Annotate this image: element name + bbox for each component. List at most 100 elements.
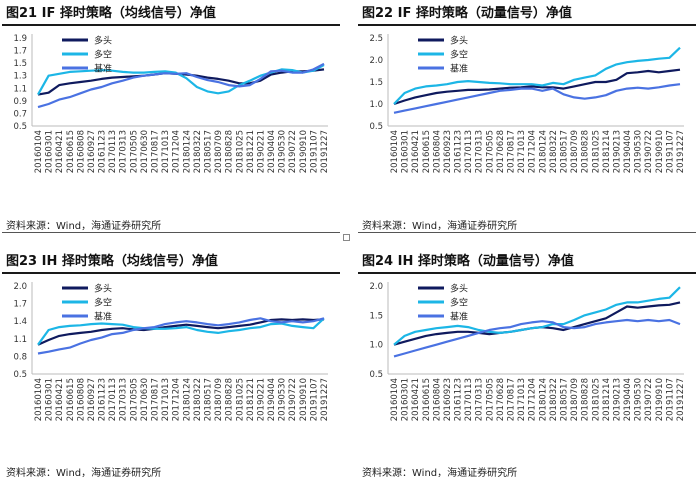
x-tick-label: 20171013	[161, 378, 171, 421]
x-tick-label: 20170113	[108, 130, 118, 173]
chart-panel-if-momentum: 图22 IF 择时策略（动量信号）净值 0.5 1.0 1.5 2.0 2.5 20160…	[358, 2, 696, 234]
x-tick-label: 20170505	[129, 130, 139, 173]
x-tick-label: 20190910	[655, 130, 665, 173]
x-tick-label: 20180517	[559, 378, 569, 421]
x-tick-label: 20170505	[485, 130, 495, 173]
x-tick-label: 20190221	[256, 130, 266, 173]
x-tick-label: 20180709	[214, 378, 224, 421]
chart-panel-ih-momentum: 图24 IH 择时策略（动量信号）净值 0.5 1.0 1.5 2.0 20160104…	[358, 250, 696, 482]
x-tick-label: 20160301	[401, 378, 411, 421]
x-tick-label: 20170313	[475, 378, 485, 421]
x-tick-label: 20170817	[507, 378, 517, 421]
x-tick-label: 20160923	[443, 130, 453, 173]
x-tick-label: 20191227	[676, 130, 686, 173]
x-tick-label: 20191107	[665, 378, 675, 421]
chart-panel-if-ma: 图21 IF 择时策略（均线信号）净值 0.5 0.7 0.9 1.1 1.3 1.5 1.…	[2, 2, 340, 234]
x-tick-label: 20180124	[182, 130, 192, 173]
legend-label-longshort: 多空	[450, 49, 468, 61]
x-tick-label: 20170313	[475, 130, 485, 173]
x-tick-label: 20170313	[119, 378, 129, 421]
x-tick-label: 20190530	[278, 378, 288, 421]
x-tick-label: 20190910	[299, 130, 309, 173]
chart-panel-ih-ma: 图23 IH 择时策略（均线信号）净值 0.5 0.8 1.1 1.4 1.7 2.0 20…	[2, 250, 340, 482]
legend-label-benchmark: 基准	[94, 311, 112, 323]
series-line-long	[37, 318, 325, 346]
x-tick-label: 20170817	[151, 378, 161, 421]
x-tick-label: 20170113	[464, 130, 474, 173]
x-tick-label: 20180517	[203, 378, 213, 421]
x-tick-label: 20190404	[623, 378, 633, 421]
x-tick-label: 20180828	[225, 130, 235, 173]
series-line-longshort	[393, 46, 681, 105]
series-line-longshort	[393, 286, 681, 346]
y-tick-label: 0.5	[13, 370, 27, 380]
x-tick-label: 20180517	[203, 130, 213, 173]
series-line-benchmark	[393, 83, 681, 114]
series-line-benchmark	[37, 317, 325, 355]
y-tick-label: 1.5	[369, 78, 383, 88]
y-tick-label: 0.5	[369, 122, 383, 132]
x-tick-label: 20160301	[45, 130, 55, 173]
chart-title: 图21 IF 择时策略（均线信号）净值	[2, 2, 340, 26]
series-line-benchmark	[37, 62, 325, 109]
legend-label-longshort: 多空	[94, 297, 112, 309]
x-tick-label: 20160927	[87, 378, 97, 421]
x-tick-label: 20190910	[655, 378, 665, 421]
x-tick-label: 20180124	[182, 378, 192, 421]
x-tick-label: 20160615	[66, 378, 76, 421]
x-tick-label: 20190722	[644, 130, 654, 173]
page-marker-square	[343, 234, 350, 241]
x-tick-label: 20181025	[235, 378, 245, 421]
line-chart: 0.5 0.7 0.9 1.1 1.3 1.5 1.7 1.9 20160104 20160301…	[13, 34, 330, 173]
x-tick-label: 20160804	[432, 130, 442, 173]
x-tick-label: 20191227	[676, 378, 686, 421]
x-tick-label: 20160301	[45, 378, 55, 421]
x-tick-label: 20160301	[401, 130, 411, 173]
x-tick-label: 20160927	[87, 130, 97, 173]
x-tick-label: 20170817	[507, 130, 517, 173]
x-tick-label: 20171204	[172, 130, 182, 173]
x-tick-label: 20190910	[299, 378, 309, 421]
x-tick-label: 20180517	[559, 130, 569, 173]
x-tick-label: 20171204	[172, 378, 182, 421]
x-tick-label: 20181214	[602, 378, 612, 421]
legend-label-long: 多头	[450, 35, 468, 47]
y-tick-label: 2.0	[13, 282, 27, 292]
x-tick-label: 20160615	[422, 130, 432, 173]
x-tick-label: 20180709	[214, 130, 224, 173]
x-tick-label: 20171013	[161, 130, 171, 173]
x-tick-label: 20171013	[517, 378, 527, 421]
x-tick-label: 20180828	[581, 130, 591, 173]
x-tick-label: 20161123	[98, 378, 108, 421]
y-tick-label: 1.1	[13, 335, 27, 345]
y-tick-label: 1.7	[13, 47, 27, 57]
x-tick-label: 20170628	[496, 130, 506, 173]
y-tick-label: 1.7	[13, 300, 27, 310]
x-tick-label: 20170817	[151, 130, 161, 173]
x-tick-label: 20160615	[422, 378, 432, 421]
panel-bottom-rule	[2, 232, 340, 233]
x-tick-label: 20191107	[309, 378, 319, 421]
x-tick-label: 20181221	[246, 378, 256, 421]
x-tick-label: 20160104	[390, 130, 400, 173]
y-tick-label: 1.9	[13, 34, 27, 44]
x-tick-label: 20190404	[623, 130, 633, 173]
source-note: 资料来源：Wind，海通证券研究所	[6, 221, 162, 232]
y-tick-label: 0.7	[13, 109, 27, 119]
legend-label-longshort: 多空	[450, 297, 468, 309]
x-tick-label: 20170505	[485, 378, 495, 421]
x-tick-label: 20190722	[288, 378, 298, 421]
x-tick-label: 20191227	[320, 378, 330, 421]
x-tick-label: 20160104	[390, 378, 400, 421]
x-tick-label: 20180828	[225, 378, 235, 421]
y-tick-label: 1.3	[13, 72, 27, 82]
x-tick-label: 20180828	[581, 378, 591, 421]
x-tick-label: 20161123	[454, 130, 464, 173]
legend-label-long: 多头	[94, 283, 112, 295]
x-tick-label: 20160104	[34, 378, 44, 421]
series-line-benchmark	[393, 318, 681, 358]
legend-label-benchmark: 基准	[450, 311, 468, 323]
x-tick-label: 20181025	[591, 378, 601, 421]
